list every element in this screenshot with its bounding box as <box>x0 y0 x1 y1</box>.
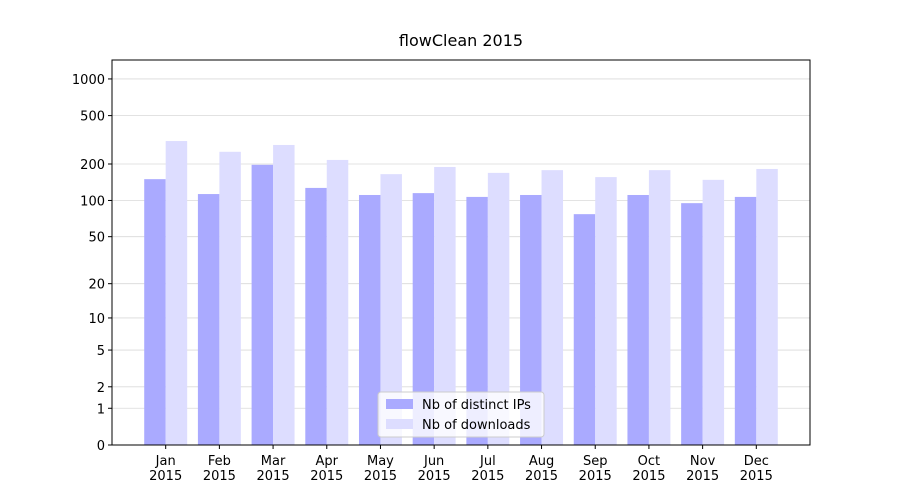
legend-swatch <box>386 399 413 409</box>
y-tick-label: 2 <box>97 381 105 396</box>
bar <box>251 164 274 445</box>
bar <box>487 172 510 445</box>
y-tick-label: 200 <box>80 158 105 173</box>
x-tick-label: Jan 2015 <box>149 454 183 484</box>
y-tick-label: 500 <box>80 110 105 125</box>
bar <box>466 196 488 445</box>
legend-label: Nb of downloads <box>422 418 531 433</box>
bar <box>627 194 649 445</box>
bar <box>273 144 295 445</box>
bar <box>197 194 220 445</box>
legend-box <box>377 391 545 438</box>
x-tick-label: Dec 2015 <box>739 454 773 484</box>
bar <box>756 168 778 445</box>
bar <box>305 187 327 445</box>
bar <box>219 151 241 445</box>
bar <box>144 179 166 445</box>
x-tick-label: Oct 2015 <box>632 454 666 484</box>
x-tick-label: Mar 2015 <box>256 454 290 484</box>
bar <box>520 194 542 445</box>
y-tick-label: 0 <box>97 439 105 454</box>
y-tick-label: 20 <box>88 278 105 293</box>
bar <box>326 159 349 445</box>
bars <box>144 141 778 446</box>
x-tick-label: Jul 2015 <box>471 454 505 484</box>
chart-title: flowClean 2015 <box>399 31 523 50</box>
bar <box>165 141 188 445</box>
bar <box>541 170 564 446</box>
bar <box>648 170 671 446</box>
bar <box>412 193 435 445</box>
bar <box>595 177 617 445</box>
y-tick-label: 1000 <box>72 73 105 88</box>
bar <box>734 196 757 445</box>
x-tick-label: Nov 2015 <box>686 454 720 484</box>
x-tick-label: Apr 2015 <box>310 454 344 484</box>
y-tick-label: 5 <box>97 344 105 359</box>
y-tick-label: 10 <box>88 312 105 327</box>
bar <box>380 174 402 445</box>
x-tick-label: Jun 2015 <box>417 454 451 484</box>
bar <box>358 194 381 445</box>
y-tick-label: 100 <box>80 194 105 209</box>
plot-frame <box>111 59 811 446</box>
bar <box>702 179 725 445</box>
bar <box>573 214 596 445</box>
x-tick-label: Aug 2015 <box>524 454 559 484</box>
legend-swatch <box>386 419 413 429</box>
y-tick-label: 50 <box>88 231 105 246</box>
legend: Nb of distinct IPs Nb of downloads <box>377 391 545 438</box>
bar <box>681 203 703 445</box>
y-tick-label: 1 <box>97 402 105 417</box>
legend-label: Nb of distinct IPs <box>422 398 531 413</box>
x-tick-label: Feb 2015 <box>202 454 236 484</box>
bar <box>434 166 456 446</box>
x-tick-label: Sep 2015 <box>578 454 612 484</box>
x-tick-label: May 2015 <box>363 454 397 484</box>
